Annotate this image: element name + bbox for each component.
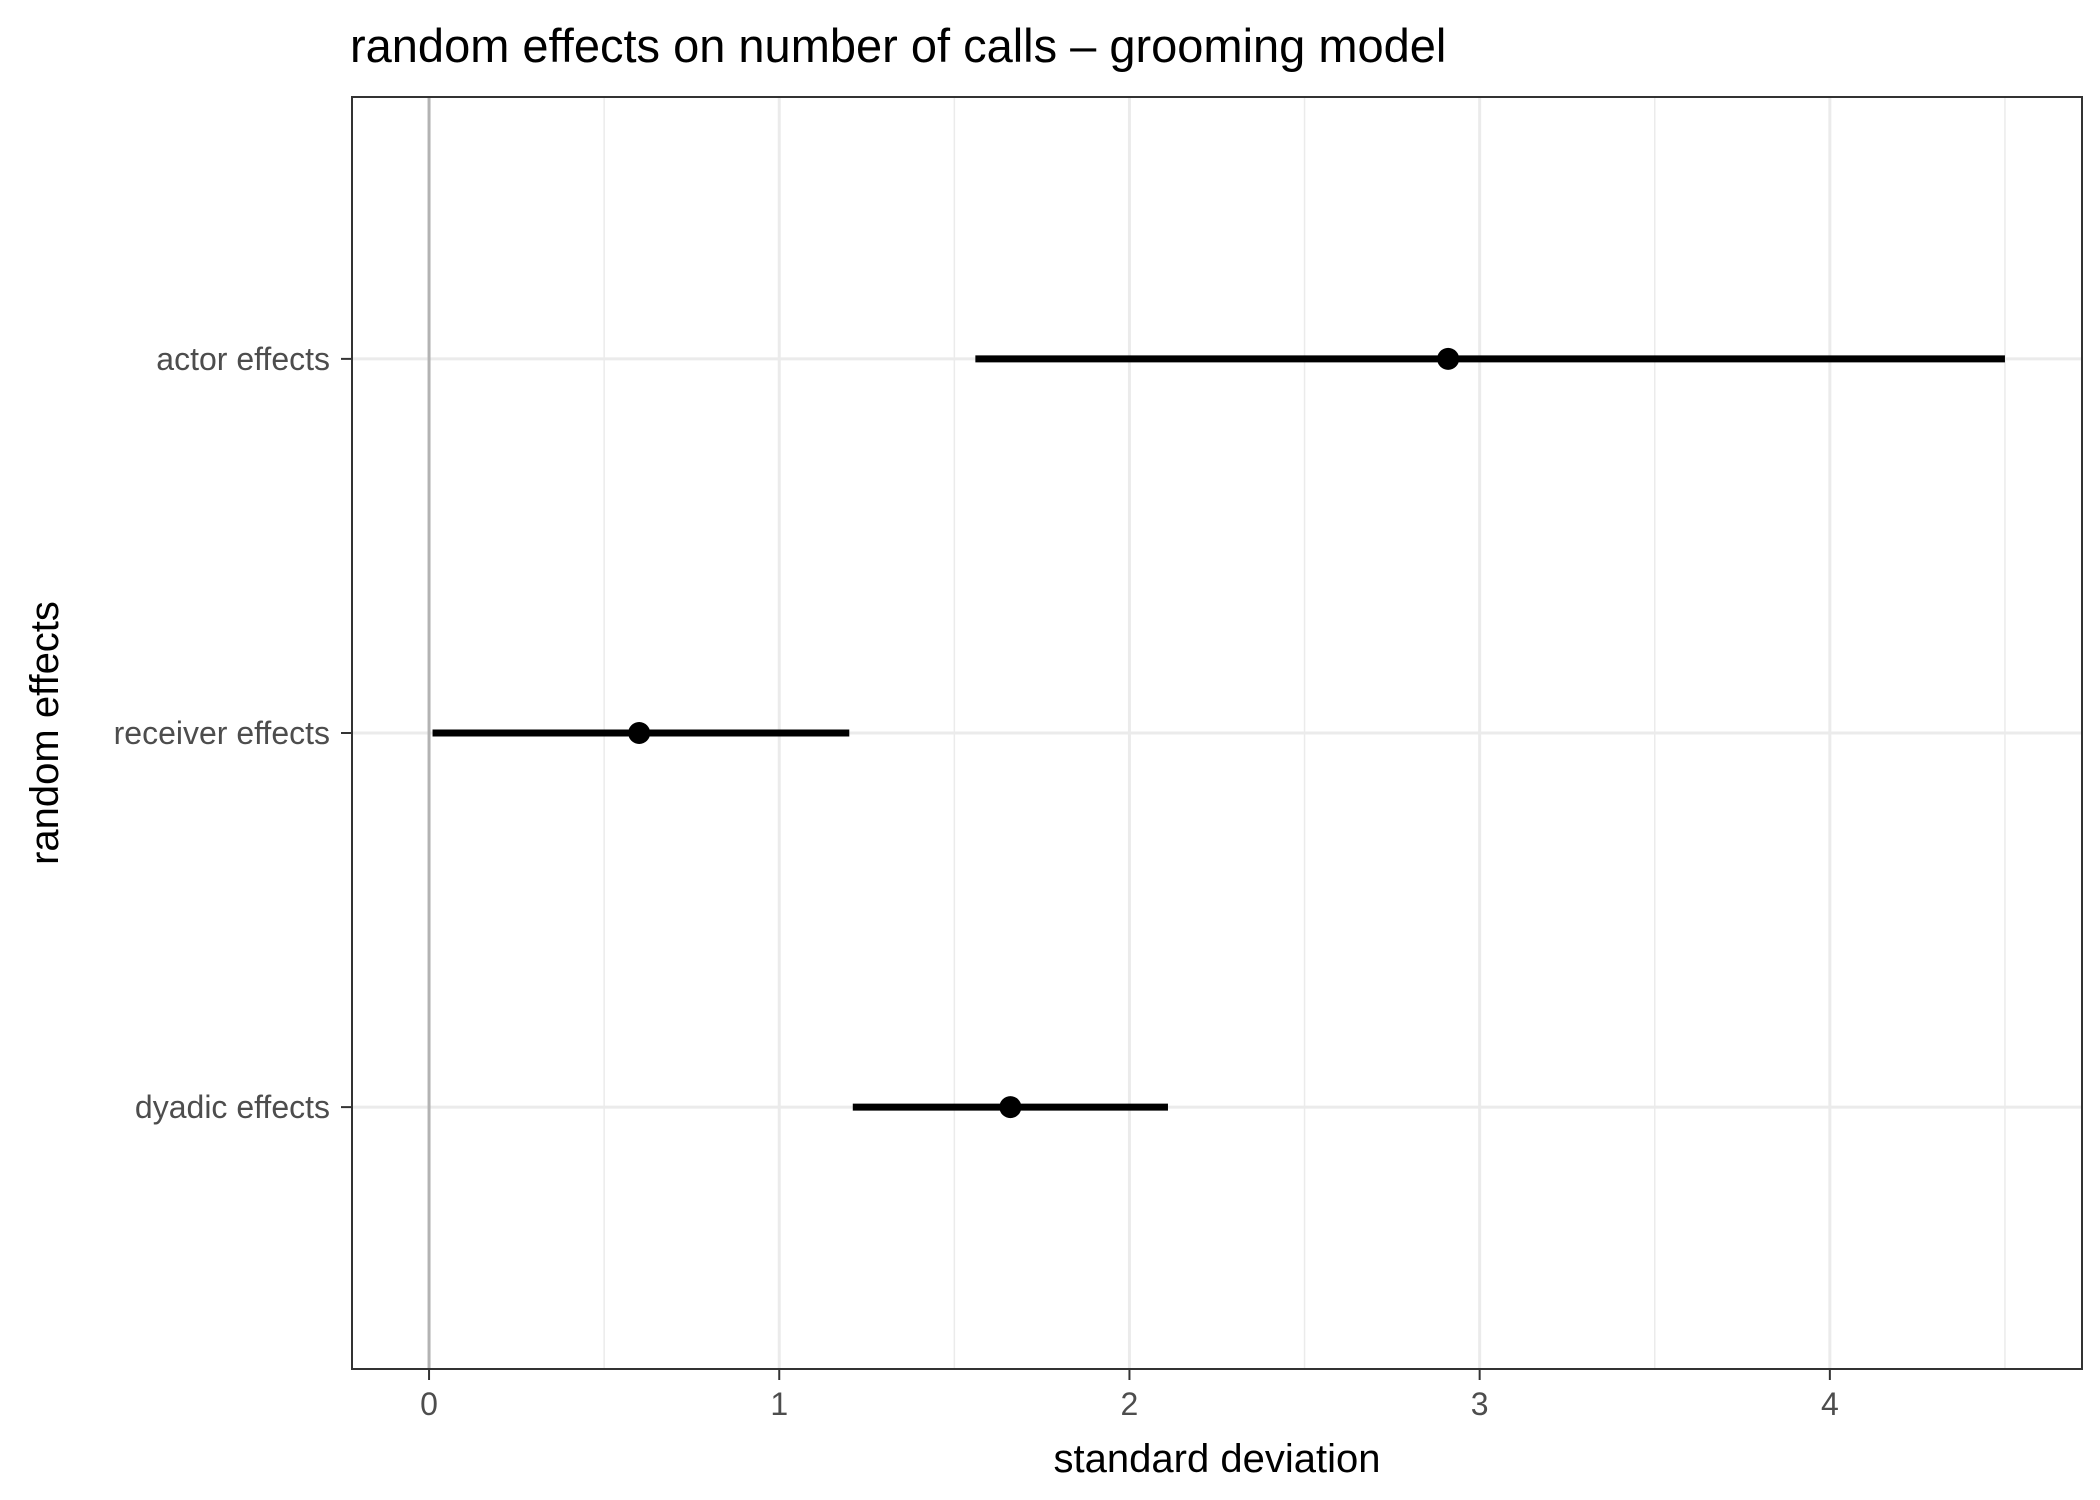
x-tick-label: 4	[1821, 1386, 1839, 1422]
y-axis: actor effects receiver effects dyadic effe…	[114, 341, 352, 1125]
estimate-point	[628, 722, 651, 744]
y-tick-label: dyadic effects	[135, 1089, 330, 1125]
x-tick-label: 3	[1471, 1386, 1489, 1422]
y-tick-label: receiver effects	[114, 715, 330, 751]
x-tick-label: 2	[1121, 1386, 1139, 1422]
estimate-point	[1437, 347, 1460, 370]
x-tick-label: 1	[770, 1386, 788, 1422]
point-ranges	[432, 347, 2005, 1119]
x-tick-label: 0	[420, 1386, 438, 1422]
chart-title: random effects on number of calls – groo…	[350, 19, 1446, 72]
x-axis-title: standard deviation	[1054, 1437, 1381, 1481]
y-tick-label: actor effects	[156, 341, 330, 377]
y-axis-title: random effects	[23, 601, 67, 865]
x-axis: 0 1 2 3 4	[420, 1369, 1839, 1422]
estimate-point	[999, 1096, 1022, 1119]
